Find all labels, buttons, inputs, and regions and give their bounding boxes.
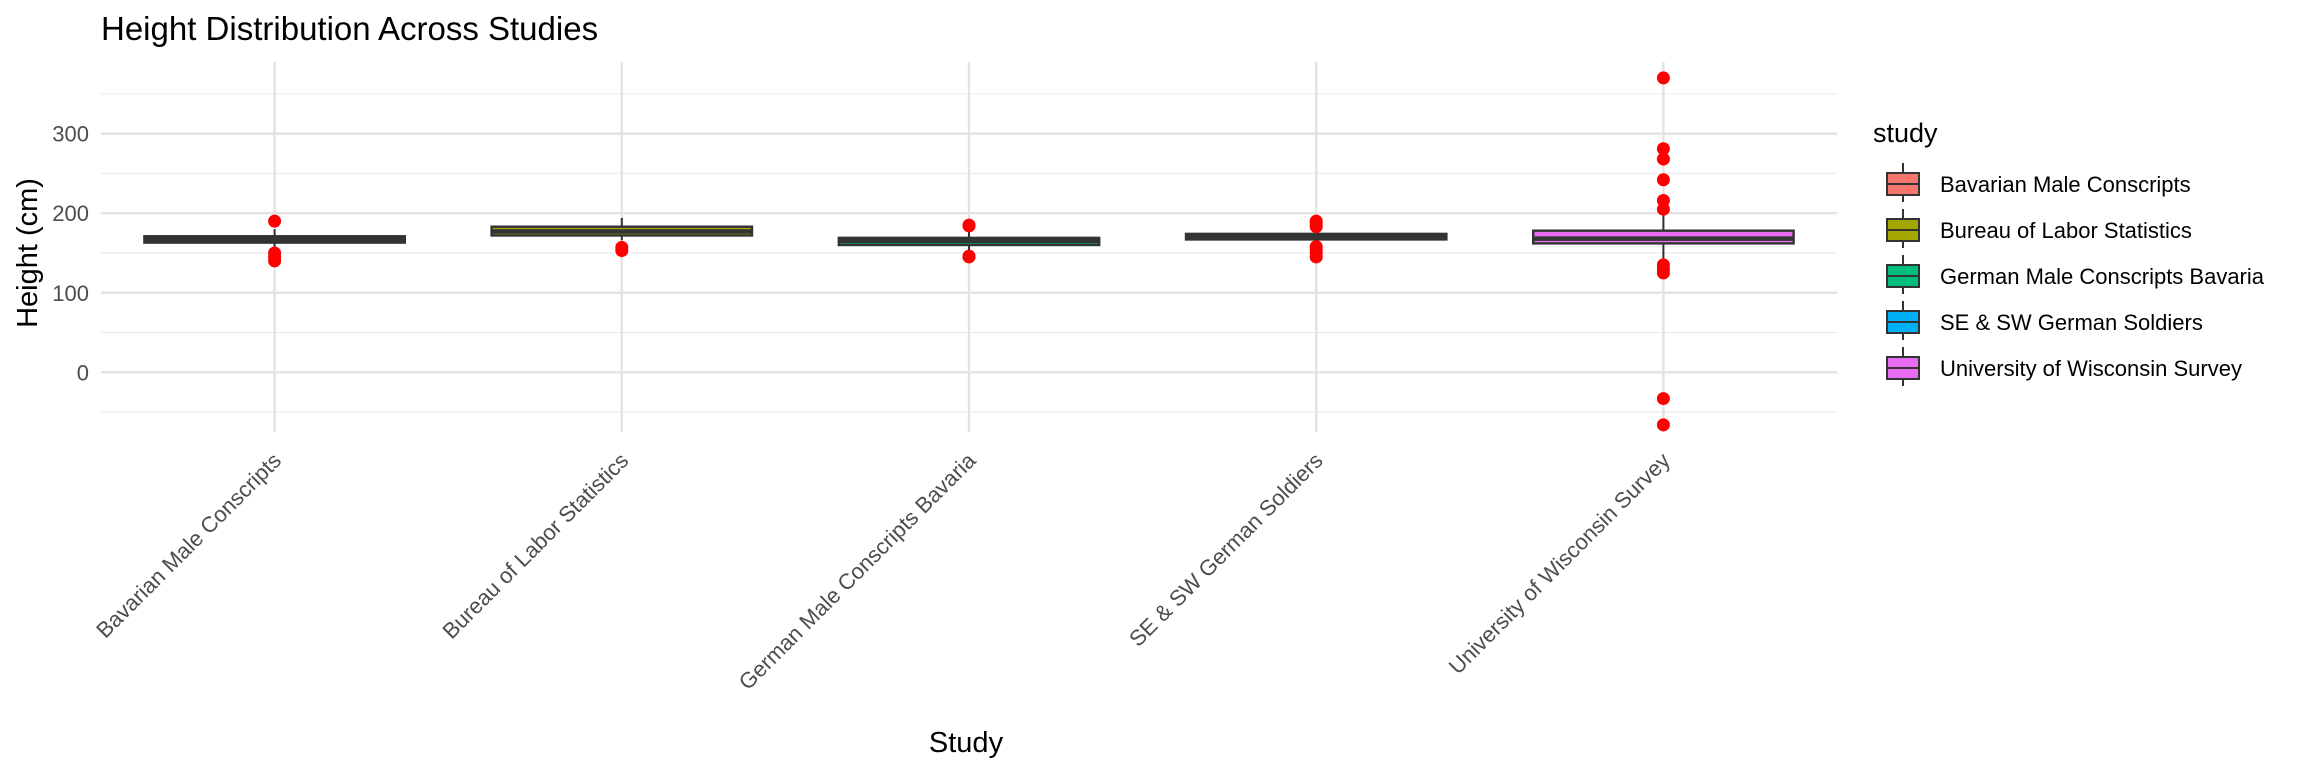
y-tick-label: 0 [77,360,89,385]
outlier-point [1656,142,1670,156]
box-5 [1531,213,1795,261]
y-tick-label: 300 [52,122,89,147]
outlier-point [1656,173,1670,187]
y-axis-title: Height (cm) [12,178,44,328]
x-tick-label: Bavarian Male Conscripts [91,448,286,643]
legend-item: University of Wisconsin Survey [1886,347,2242,386]
outlier-point [1656,152,1670,166]
legend-label: University of Wisconsin Survey [1940,356,2242,381]
x-axis-title: Study [929,727,1004,759]
legend-item: Bavarian Male Conscripts [1886,163,2191,202]
legend-label: Bureau of Labor Statistics [1940,218,2192,243]
outlier-point [1656,266,1670,280]
legend-label: Bavarian Male Conscripts [1940,172,2191,197]
y-tick-label: 200 [52,201,89,226]
box-2 [490,217,754,241]
y-axis-ticks: 0 100 200 300 [52,122,89,386]
legend-item: Bureau of Labor Statistics [1886,209,2192,248]
outlier-point [1656,418,1670,432]
outlier-point [615,244,629,258]
box-1 [143,229,406,248]
outlier-point [1656,202,1670,216]
box-3 [837,229,1101,253]
chart-title: Height Distribution Across Studies [101,10,598,47]
x-tick-label: University of Wisconsin Survey [1444,448,1675,679]
legend-item: German Male Conscripts Bavaria [1886,255,2265,294]
outlier-point [1656,392,1670,406]
legend-item: SE & SW German Soldiers [1886,301,2203,340]
outlier-point [962,219,976,233]
x-axis-ticks: Bavarian Male Conscripts Bureau of Labor … [91,447,1675,694]
outlier-point [268,254,282,268]
outlier-point [1656,71,1670,85]
x-tick-label: SE & SW German Soldiers [1124,448,1328,652]
legend: study Bavarian Male Conscripts Bureau of … [1873,118,2265,386]
box-layer [143,213,1795,261]
outlier-point [268,214,282,228]
legend-items: Bavarian Male Conscripts Bureau of Labor … [1886,163,2265,386]
x-tick-label: Bureau of Labor Statistics [438,448,634,644]
outlier-point [962,250,976,264]
outlier-layer [268,71,1670,432]
outlier-point [1309,250,1323,264]
legend-title: study [1873,118,1938,148]
x-tick-label: German Male Conscripts Bavaria [734,447,981,694]
outlier-point [1309,220,1323,234]
y-tick-label: 100 [52,281,89,306]
legend-label: SE & SW German Soldiers [1940,310,2203,335]
legend-label: German Male Conscripts Bavaria [1940,264,2265,289]
